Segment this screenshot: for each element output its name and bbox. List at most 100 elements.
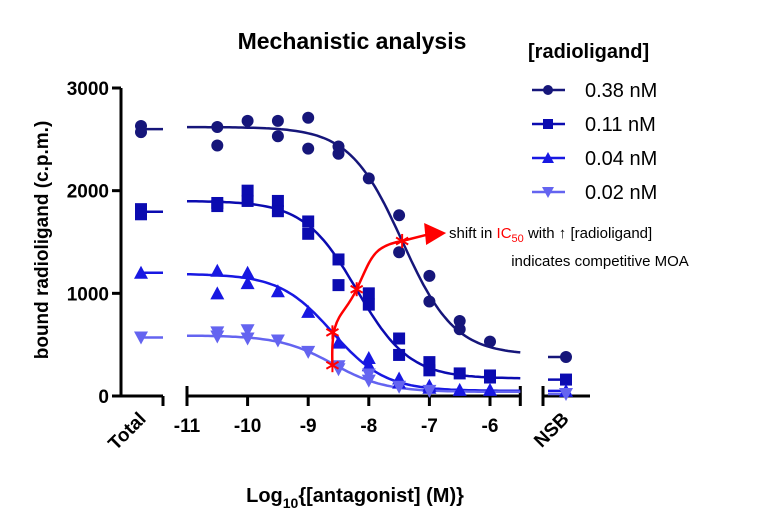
data-point: [241, 194, 254, 207]
fit-curve-0: [187, 125, 521, 354]
x-tick-label: -9: [300, 416, 317, 437]
legend-title: [radioligand]: [528, 41, 649, 63]
data-point: [452, 382, 467, 396]
ic50-asterisk-marker: [325, 358, 340, 373]
y-axis-label: bound radioligand (c.p.m.): [32, 121, 53, 360]
data-point: [393, 209, 406, 222]
y-tick-label: 0: [98, 387, 109, 408]
x-tick-label: -11: [174, 416, 201, 437]
data-point: [361, 358, 376, 372]
data-point: [453, 323, 466, 336]
data-point: [271, 205, 284, 218]
data-point: [240, 265, 255, 279]
data-point: [240, 332, 255, 346]
data-point: [393, 348, 406, 361]
legend-label: 0.04 nM: [585, 148, 657, 170]
data-point: [361, 351, 376, 365]
legend-marker-triangle-up: [542, 152, 554, 163]
legend-marker-triangle-down: [542, 187, 554, 198]
data-point: [211, 139, 224, 152]
data-point: [483, 382, 497, 396]
data-point: [362, 298, 375, 311]
data-point: [302, 111, 315, 124]
ic50-asterisk-marker: [395, 233, 409, 248]
data-point: [393, 332, 406, 345]
legend-label: 0.11 nM: [585, 114, 656, 136]
x-tick-label: -7: [421, 416, 438, 437]
data-point: [332, 279, 345, 292]
x-axis-label-main: Log: [246, 485, 283, 507]
data-point: [302, 215, 315, 228]
fit-curve-3: [187, 334, 521, 394]
annotation-ic50: IC: [497, 225, 512, 242]
data-point: [210, 263, 225, 277]
annotation-line-1: shift in IC50 with ↑ [radioligand]: [449, 225, 652, 245]
data-point: [362, 172, 375, 185]
data-point: [332, 147, 345, 160]
x-tick-label: -10: [234, 416, 261, 437]
data-point: [211, 121, 224, 134]
data-point: [331, 335, 346, 349]
data-point: [211, 200, 224, 213]
data-point: [240, 324, 255, 338]
data-point: [241, 114, 254, 127]
data-point: [210, 286, 225, 300]
data-point: [210, 330, 225, 344]
data-point: [453, 315, 466, 328]
asterisk-stroke: [350, 284, 364, 294]
x-tick-label-total: Total: [105, 409, 151, 455]
data-point-nsb: [560, 373, 572, 386]
x-axis-label-rest: {[antagonist] (M)}: [298, 485, 464, 507]
legend-marker-circle: [543, 85, 553, 95]
data-point: [393, 246, 406, 259]
data-point-nsb: [560, 350, 572, 363]
legend: [radioligand] 0.38 nM 0.11 nM 0.04 nM 0.02 …: [528, 41, 657, 204]
ic50-asterisk-marker: [325, 325, 340, 340]
x-tick-label-nsb: NSB: [530, 409, 573, 452]
data-point: [362, 287, 375, 300]
arrow-head-icon: [424, 222, 447, 245]
x-axis-label-subscript: 10: [283, 495, 299, 511]
data-point-total: [135, 208, 147, 221]
data-point: [423, 269, 436, 282]
data-point: [361, 374, 376, 388]
data-point-total: [134, 265, 148, 279]
data-point: [302, 142, 315, 155]
data-point: [301, 345, 316, 359]
asterisk-stroke: [325, 360, 340, 370]
data-point: [423, 364, 436, 377]
annotation-ic50-subscript: 50: [512, 233, 524, 245]
legend-marker-square: [543, 119, 553, 129]
annotation-with-text: with ↑ [radioligand]: [524, 225, 652, 242]
data-point: [270, 284, 285, 298]
data-point: [271, 114, 284, 127]
data-point: [240, 276, 255, 290]
ic50-asterisk-marker: [350, 282, 364, 297]
x-tick-label: -6: [482, 416, 499, 437]
chart-title: Mechanistic analysis: [238, 28, 467, 54]
data-point-total: [134, 331, 148, 345]
asterisk-stroke: [325, 327, 340, 337]
data-point-nsb: [559, 387, 573, 401]
data-point: [302, 227, 315, 240]
data-point-total: [135, 126, 147, 139]
data-point: [271, 130, 284, 143]
data-point: [423, 295, 436, 308]
data-point: [332, 253, 345, 266]
asterisk-stroke: [395, 236, 409, 246]
annotation-shift-text: shift in: [449, 225, 497, 242]
data-point: [271, 194, 284, 207]
legend-label: 0.02 nM: [585, 182, 657, 204]
data-point: [484, 335, 496, 348]
data-point: [392, 380, 407, 394]
annotation-line-2: indicates competitive MOA: [511, 253, 689, 270]
data-point: [422, 384, 437, 398]
y-tick-label: 1000: [67, 284, 109, 305]
y-tick-label: 2000: [67, 182, 109, 203]
y-tick-label: 3000: [67, 79, 109, 100]
data-point: [453, 367, 466, 380]
data-point: [484, 371, 496, 384]
data-point: [270, 334, 285, 348]
x-tick-label: -8: [360, 416, 377, 437]
